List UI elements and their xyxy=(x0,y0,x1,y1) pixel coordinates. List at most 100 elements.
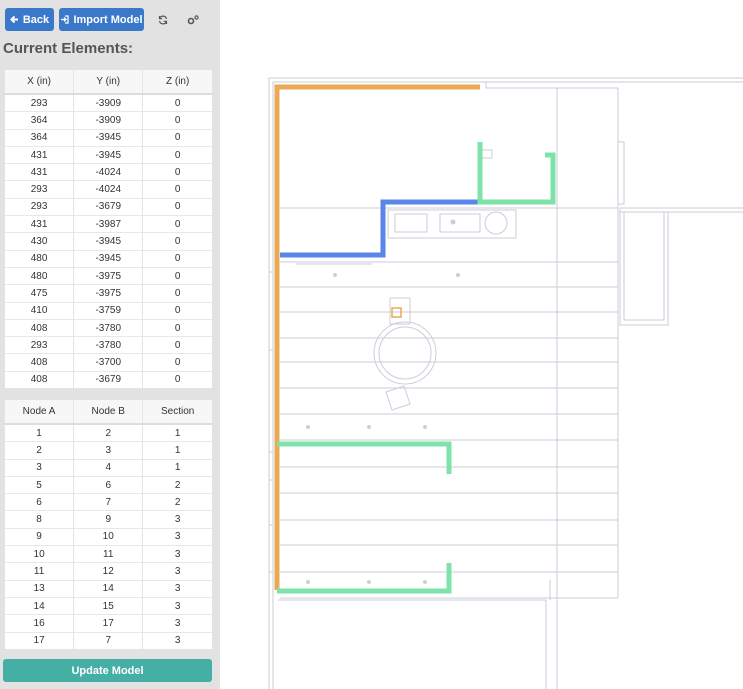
table-cell: -3987 xyxy=(73,215,143,233)
header-row: X (in) Y (in) Z (in) xyxy=(3,70,212,95)
table-cell: 14 xyxy=(3,596,74,615)
table-cell: 480 xyxy=(3,249,74,268)
table-row: 11 12 3 xyxy=(3,562,212,581)
table-cell: 408 xyxy=(3,318,74,337)
table-cell: 3 xyxy=(142,614,212,633)
table-cell: -3945 xyxy=(73,232,143,251)
side-panel: Back Import Model Current Elements: X (i… xyxy=(0,0,220,689)
table-cell: 410 xyxy=(3,301,74,320)
table-cell: 3 xyxy=(142,579,212,598)
table-cell: 431 xyxy=(3,215,74,233)
green-element xyxy=(277,441,452,474)
blue-element xyxy=(280,199,480,258)
table-cell: -3679 xyxy=(73,197,143,216)
table-cell: 17 xyxy=(3,631,74,649)
table-cell: 0 xyxy=(142,215,212,233)
table-cell: -3975 xyxy=(73,284,143,303)
table-cell: 3 xyxy=(3,458,74,477)
table-cell: 431 xyxy=(3,163,74,181)
table-cell: 0 xyxy=(142,318,212,337)
table-cell: 0 xyxy=(142,145,212,164)
table-cell: 0 xyxy=(142,370,212,389)
table-cell: -3700 xyxy=(73,353,143,372)
table-cell: 408 xyxy=(3,370,74,389)
table-cell: 3 xyxy=(73,441,143,460)
table-cell: 9 xyxy=(3,527,74,546)
table-cell: 7 xyxy=(73,631,143,649)
table-row: 431 -3945 0 xyxy=(3,145,212,164)
table-cell: 3 xyxy=(142,527,212,546)
table-cell: -3909 xyxy=(73,111,143,130)
table-cell: 3 xyxy=(142,562,212,581)
table-cell: 1 xyxy=(3,423,74,442)
table-row: 364 -3945 0 xyxy=(3,128,212,147)
table-row: 431 -3987 0 xyxy=(3,215,212,233)
column-header: Node B xyxy=(73,400,143,425)
table-cell: 2 xyxy=(142,493,212,511)
column-header: X (in) xyxy=(3,70,74,95)
table-cell: 0 xyxy=(142,128,212,147)
table-row: 480 -3975 0 xyxy=(3,266,212,285)
table-cell: 408 xyxy=(3,353,74,372)
table-cell: 1 xyxy=(142,441,212,460)
table-cell: 3 xyxy=(142,510,212,529)
table-cell: 10 xyxy=(3,545,74,563)
back-button[interactable]: Back xyxy=(5,8,54,31)
table-row: 431 -4024 0 xyxy=(3,163,212,181)
table-row: 480 -3945 0 xyxy=(3,249,212,268)
table-cell: 293 xyxy=(3,197,74,216)
table-cell: -4024 xyxy=(73,163,143,181)
table-row: 364 -3909 0 xyxy=(3,111,212,130)
back-icon xyxy=(9,15,18,24)
table-row: 410 -3759 0 xyxy=(3,301,212,320)
selected-node[interactable] xyxy=(391,307,402,318)
table-cell: 2 xyxy=(73,423,143,442)
table-row: 475 -3975 0 xyxy=(3,284,212,303)
table-cell: -3945 xyxy=(73,249,143,268)
settings-button[interactable] xyxy=(181,8,205,31)
table-cell: 5 xyxy=(3,475,74,494)
update-button[interactable]: Update Model xyxy=(3,659,212,682)
heading: Current Elements: xyxy=(3,40,134,57)
plan-lines xyxy=(268,77,743,689)
table-cell: 293 xyxy=(3,336,74,354)
table-cell: 17 xyxy=(73,614,143,633)
table-row: 16 17 3 xyxy=(3,614,212,633)
table-cell: 11 xyxy=(73,545,143,563)
import-label: Import Model xyxy=(73,13,143,26)
table-cell: -3909 xyxy=(73,93,143,112)
table-cell: 15 xyxy=(73,596,143,615)
table-cell: 12 xyxy=(73,562,143,581)
table-cell: 6 xyxy=(3,493,74,511)
table-cell: 3 xyxy=(142,545,212,563)
table-cell: 430 xyxy=(3,232,74,251)
table-cell: 0 xyxy=(142,249,212,268)
table-cell: 0 xyxy=(142,353,212,372)
connections-table: Node A Node B Section 1 2 1 2 3 1 3 4 1 5 6 2 6 7 2 8 9 3 9 10… xyxy=(3,400,212,649)
green-element xyxy=(277,563,452,594)
import-button[interactable]: Import Model xyxy=(59,8,144,31)
table-cell: 0 xyxy=(142,232,212,251)
refresh-icon xyxy=(158,15,168,24)
table-cell: 16 xyxy=(3,614,74,633)
table-cell: 7 xyxy=(73,493,143,511)
table-cell: 431 xyxy=(3,145,74,164)
table-cell: 9 xyxy=(73,510,143,529)
table-cell: 4 xyxy=(73,458,143,477)
table-cell: 0 xyxy=(142,266,212,285)
column-header: Z (in) xyxy=(142,70,212,95)
table-row: 10 11 3 xyxy=(3,545,212,563)
column-header: Y (in) xyxy=(73,70,143,95)
green-element xyxy=(477,142,556,205)
table-row: 430 -3945 0 xyxy=(3,232,212,251)
import-icon xyxy=(61,15,70,24)
table-row: 408 -3700 0 xyxy=(3,353,212,372)
refresh-button[interactable] xyxy=(151,8,175,31)
table-cell: -3780 xyxy=(73,318,143,337)
plan-dots xyxy=(306,219,460,584)
table-cell: 0 xyxy=(142,197,212,216)
table-row: 14 15 3 xyxy=(3,596,212,615)
table-row: 293 -4024 0 xyxy=(3,180,212,199)
table-cell: 0 xyxy=(142,284,212,303)
